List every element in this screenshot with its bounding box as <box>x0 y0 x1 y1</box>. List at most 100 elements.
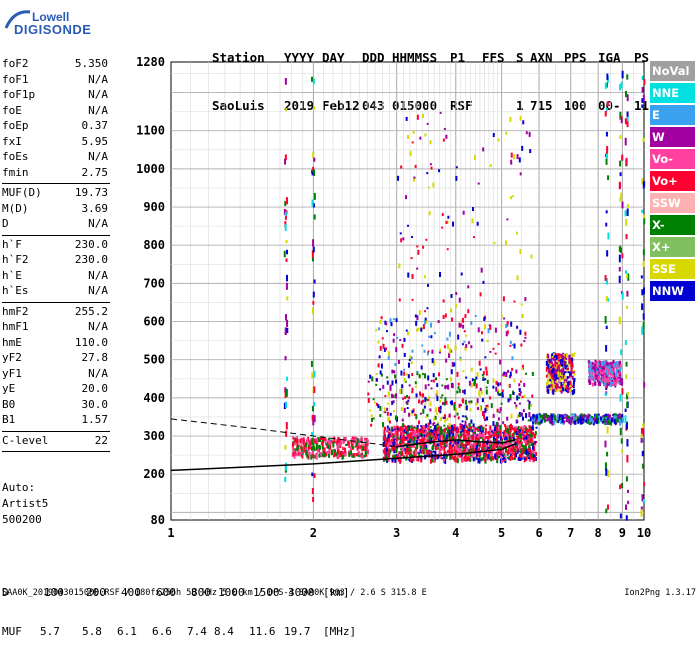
echo-mark <box>419 449 422 454</box>
echo-mark <box>429 458 432 464</box>
x-tick-label: 4 <box>452 526 459 540</box>
echo-mark <box>296 447 299 452</box>
echo-mark <box>508 424 511 428</box>
echo-mark <box>434 428 437 432</box>
echo-mark <box>379 345 382 351</box>
legend-vo-minus: Vo- <box>650 149 695 169</box>
echo-mark <box>415 428 418 434</box>
echo-mark <box>561 364 564 367</box>
echo-mark <box>446 337 449 341</box>
param-row: fxI 5.95 <box>2 135 108 151</box>
echo-mark <box>491 456 494 461</box>
echo-mark <box>601 361 604 366</box>
echo-mark <box>465 334 468 337</box>
echo-mark <box>517 425 520 429</box>
echo-mark <box>459 443 462 449</box>
echo-mark <box>515 407 518 410</box>
autoscaling-info: Auto: Artist5 500200 <box>2 480 48 528</box>
echo-mark <box>482 433 485 439</box>
param-value: N/A <box>88 268 108 282</box>
echo-mark <box>504 441 507 445</box>
echo-streak-mark <box>641 326 644 335</box>
header-label-4: HHMMSS <box>392 50 438 65</box>
echo-mark <box>588 420 591 426</box>
echo-mark <box>521 437 524 440</box>
echo-mark <box>427 350 430 353</box>
echo-mark <box>379 414 382 418</box>
echo-mark <box>415 440 418 446</box>
echo-mark <box>453 437 456 440</box>
echo-mark <box>424 454 427 457</box>
echo-streak-mark <box>606 250 609 257</box>
echo-mark <box>383 436 386 441</box>
echo-streak-mark <box>606 73 609 80</box>
echo-mark <box>485 389 488 395</box>
echo-mark <box>425 238 428 241</box>
echo-streak-mark <box>621 292 624 300</box>
echo-mark <box>559 420 562 425</box>
echo-mark <box>426 454 429 457</box>
echo-mark <box>297 452 300 456</box>
echo-streak-mark <box>284 154 287 161</box>
echo-mark <box>388 441 391 447</box>
echo-mark <box>479 451 482 456</box>
param-row: foF2 5.350 <box>2 57 108 73</box>
echo-mark <box>486 441 489 446</box>
echo-mark <box>499 458 502 464</box>
echo-mark <box>416 434 419 440</box>
echo-mark <box>307 454 310 459</box>
param-row: h`Es N/A <box>2 284 108 300</box>
echo-streak-mark <box>313 157 316 162</box>
echo-mark <box>415 457 418 461</box>
echo-mark <box>390 438 393 444</box>
echo-mark <box>359 454 362 457</box>
echo-streak-mark <box>310 169 313 174</box>
echo-mark <box>420 440 423 444</box>
echo-mark <box>419 391 422 396</box>
echo-mark <box>450 377 453 382</box>
echo-mark <box>573 352 576 355</box>
echo-mark <box>513 154 516 160</box>
echo-mark <box>560 375 563 380</box>
header-label-11: PS <box>634 50 650 65</box>
echo-mark <box>531 394 534 398</box>
echo-mark <box>357 450 360 455</box>
param-value: 5.95 <box>81 134 109 148</box>
echo-mark <box>446 417 449 421</box>
legend-nnw: NNW <box>650 281 695 301</box>
echo-mark <box>591 369 594 372</box>
echo-mark <box>393 333 396 337</box>
echo-mark <box>479 406 482 412</box>
echo-mark <box>556 415 559 420</box>
echo-mark <box>611 361 614 364</box>
echo-mark <box>569 390 572 393</box>
echo-mark <box>329 444 332 450</box>
echo-mark <box>450 349 453 353</box>
echo-mark <box>545 366 548 372</box>
echo-streak-mark <box>627 273 630 281</box>
echo-mark <box>456 371 459 377</box>
echo-mark <box>314 454 317 459</box>
echo-streak-mark <box>620 192 623 200</box>
echo-mark <box>531 425 534 431</box>
echo-mark <box>407 362 410 368</box>
echo-mark <box>557 361 560 365</box>
echo-mark <box>502 431 505 434</box>
echo-mark <box>534 441 537 444</box>
echo-mark <box>442 435 445 439</box>
echo-mark <box>458 403 461 408</box>
echo-mark <box>439 399 442 403</box>
echo-mark <box>410 432 413 437</box>
echo-mark <box>514 438 517 441</box>
echo-mark <box>364 445 367 451</box>
echo-mark <box>417 327 420 331</box>
echo-mark <box>414 314 417 318</box>
echo-mark <box>532 414 535 420</box>
echo-mark <box>500 444 503 448</box>
echo-mark <box>472 207 475 212</box>
echo-mark <box>526 438 529 443</box>
echo-streak-mark <box>619 172 622 177</box>
echo-mark <box>504 437 507 441</box>
echo-mark <box>497 382 500 387</box>
echo-mark <box>612 374 615 378</box>
